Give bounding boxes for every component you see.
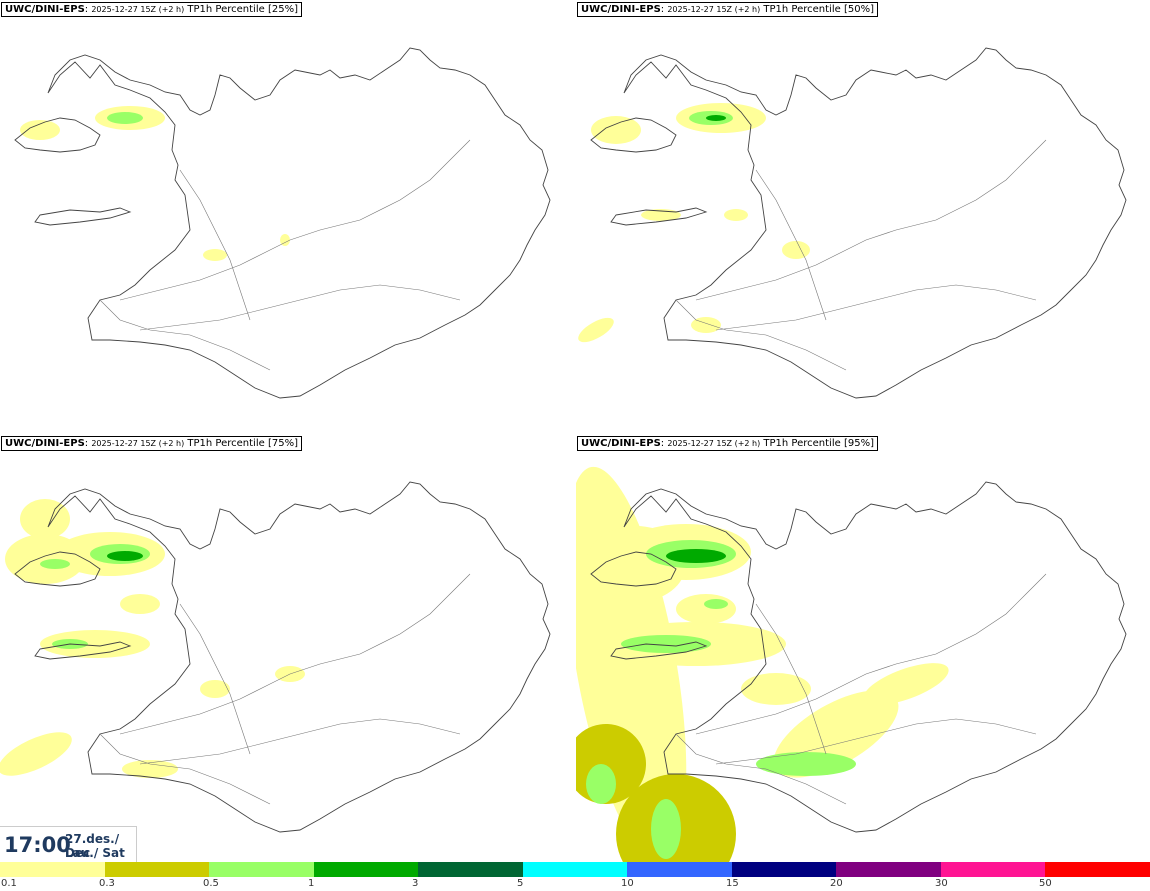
valid-time-box: 17:00 27.des./ Dec Lau./ Sat (0, 826, 137, 863)
precip-area (704, 599, 728, 609)
legend-swatch (104, 862, 210, 877)
legend-swatch (209, 862, 314, 877)
legend-label: 0.1 (1, 878, 17, 889)
legend-label: 0.3 (99, 878, 115, 889)
map-panel-p50: UWC/DINI-EPS: 2025-12-27 15Z (+2 h) TP1h… (576, 0, 1150, 432)
precip-area (280, 234, 290, 246)
legend-label: 3 (412, 878, 419, 889)
panel-title: UWC/DINI-EPS: 2025-12-27 15Z (+2 h) TP1h… (1, 2, 302, 17)
precip-area (724, 209, 748, 221)
map-panel-p95: UWC/DINI-EPS: 2025-12-27 15Z (+2 h) TP1h… (576, 434, 1150, 866)
iceland-map (578, 47, 1127, 399)
precip-area (586, 764, 616, 804)
precip-area (578, 317, 614, 343)
precip-area (706, 115, 726, 121)
panel-title: UWC/DINI-EPS: 2025-12-27 15Z (+2 h) TP1h… (1, 436, 302, 451)
legend-swatch (1045, 862, 1150, 877)
model-name: UWC/DINI-EPS (5, 4, 85, 15)
precip-area (756, 752, 856, 776)
map-panel-p25: UWC/DINI-EPS: 2025-12-27 15Z (+2 h) TP1h… (0, 0, 574, 432)
valid-date-line1: 27.des./ Dec (65, 832, 120, 860)
valid-clock: 17:00 (4, 833, 71, 857)
legend-swatch (418, 862, 523, 877)
roads (99, 573, 471, 805)
coastline (590, 481, 1127, 833)
valid-date-line2: Lau./ Sat (65, 846, 125, 860)
roads (675, 139, 1047, 371)
iceland-map (14, 47, 551, 399)
precip-area (122, 760, 178, 778)
panel-title: UWC/DINI-EPS: 2025-12-27 15Z (+2 h) TP1h… (577, 2, 878, 17)
panel-title: UWC/DINI-EPS: 2025-12-27 15Z (+2 h) TP1h… (577, 436, 878, 451)
coastline (590, 47, 1127, 399)
precip-area (666, 549, 726, 563)
legend-swatch (940, 862, 1046, 877)
precip-area (120, 594, 160, 614)
run-time: 2025-12-27 15Z (+2 h) (667, 439, 761, 448)
product-label: TP1h Percentile [75%] (187, 438, 298, 449)
model-name: UWC/DINI-EPS (581, 4, 661, 15)
precip-area (741, 673, 811, 705)
precip-area (591, 116, 641, 144)
run-time: 2025-12-27 15Z (+2 h) (667, 5, 761, 14)
precip-area (107, 112, 143, 124)
legend-swatch (627, 862, 732, 877)
product-label: TP1h Percentile [95%] (763, 438, 874, 449)
legend-label: 15 (726, 878, 739, 889)
legend-label: 5 (517, 878, 524, 889)
legend-swatch (522, 862, 628, 877)
precip-area (782, 241, 810, 259)
legend-label: 20 (830, 878, 843, 889)
iceland-map (576, 466, 1127, 866)
precip-area (863, 663, 949, 705)
precip-area (20, 120, 60, 140)
legend-label: 1 (308, 878, 315, 889)
legend-swatch (313, 862, 419, 877)
precip-area (651, 799, 681, 859)
legend-label: 10 (621, 878, 634, 889)
precip-legend: 0.1 0.3 0.5 1 3 5 10 15 20 30 50 (0, 862, 1150, 891)
coastline (14, 47, 551, 399)
legend-label: 0.5 (203, 878, 219, 889)
precip-area (0, 732, 72, 776)
product-label: TP1h Percentile [50%] (763, 4, 874, 15)
precip-area (107, 551, 143, 561)
precip-area (621, 635, 711, 653)
precip-area (40, 630, 150, 658)
model-name: UWC/DINI-EPS (5, 438, 85, 449)
legend-swatch (731, 862, 837, 877)
run-time: 2025-12-27 15Z (+2 h) (91, 5, 185, 14)
legend-label: 50 (1039, 878, 1052, 889)
map-panel-p75: UWC/DINI-EPS: 2025-12-27 15Z (+2 h) TP1h… (0, 434, 574, 866)
product-label: TP1h Percentile [25%] (187, 4, 298, 15)
precip-area (20, 499, 70, 539)
roads (675, 573, 1047, 805)
legend-swatch (836, 862, 941, 877)
legend-color-bar (0, 862, 1150, 877)
legend-swatch (0, 862, 105, 877)
run-time: 2025-12-27 15Z (+2 h) (91, 439, 185, 448)
model-name: UWC/DINI-EPS (581, 438, 661, 449)
coastline (14, 481, 551, 833)
roads (99, 139, 471, 371)
precip-area (676, 594, 736, 624)
legend-label: 30 (935, 878, 948, 889)
iceland-map (0, 481, 551, 833)
precip-area (200, 680, 230, 698)
precip-area (203, 249, 227, 261)
precip-area (40, 559, 70, 569)
